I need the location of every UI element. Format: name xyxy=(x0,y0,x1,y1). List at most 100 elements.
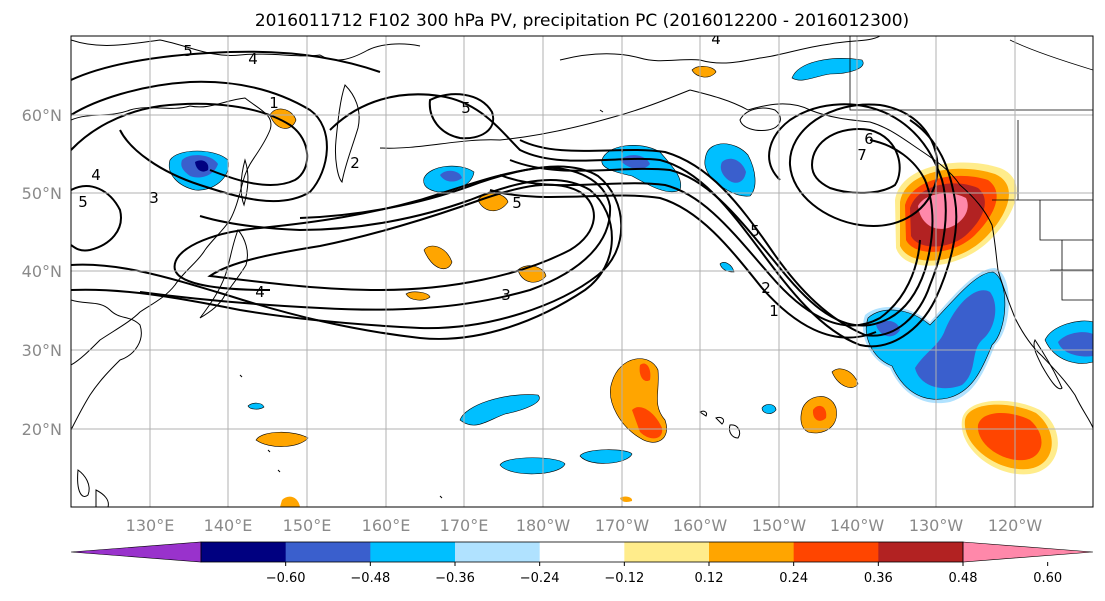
contour-label: 3 xyxy=(149,189,159,207)
colorbar-tick-label: −0.12 xyxy=(604,571,644,586)
lat-label: 50°N xyxy=(22,184,62,203)
precip-negative-region xyxy=(247,402,265,410)
gridlines xyxy=(71,36,1093,507)
contour-label: 5 xyxy=(750,222,760,240)
colorbar-extend-low xyxy=(70,541,202,563)
pv-contour xyxy=(71,50,381,81)
pv-contour xyxy=(509,139,934,327)
precip-negative-region xyxy=(440,170,462,182)
colorbar-tick-label: −0.36 xyxy=(435,571,475,586)
precip-positive-region xyxy=(977,413,1042,461)
lat-label: 60°N xyxy=(22,106,62,125)
colorbar-bin xyxy=(455,542,541,562)
contour-label: 3 xyxy=(501,286,511,304)
precip-positive-region xyxy=(632,407,663,439)
contour-label: 4 xyxy=(255,283,265,301)
coastline xyxy=(240,158,249,207)
precip-negative-region xyxy=(915,290,996,389)
pv-contour xyxy=(71,102,309,187)
lon-label: 150°E xyxy=(283,516,332,535)
colorbar-tick-label: 0.24 xyxy=(779,571,808,586)
pv-contour xyxy=(71,185,122,252)
contour-labels: 5 4 4 5 5 6 7 5 3 4 5 4 2 1 2 3 1 xyxy=(78,30,874,320)
precip-negative-region xyxy=(499,457,566,475)
precip-positive-region xyxy=(280,496,300,507)
lat-label: 30°N xyxy=(22,341,62,360)
pv-contour xyxy=(499,174,921,327)
coastline xyxy=(699,410,741,439)
border-line xyxy=(1009,39,1093,71)
lon-label: 130°W xyxy=(909,516,964,535)
contour-label: 1 xyxy=(769,302,779,320)
colorbar-bin xyxy=(285,542,371,562)
coastline xyxy=(77,469,90,497)
contour-label: 5 xyxy=(183,42,193,60)
pv-contour xyxy=(519,103,947,337)
lat-label: 40°N xyxy=(22,262,62,281)
colorbar: −0.60 −0.48 −0.36 −0.24 −0.12 0.12 0.24 0.36 0.4… xyxy=(70,541,1094,586)
precip-positive-region xyxy=(423,245,453,270)
colorbar-tick-label: 0.60 xyxy=(1033,571,1062,586)
pv-contour xyxy=(810,128,901,194)
contour-label: 4 xyxy=(91,166,101,184)
contour-label: 2 xyxy=(761,279,771,297)
contour-label: 5 xyxy=(512,194,522,212)
pv-contours xyxy=(71,50,958,348)
precip-positive-region xyxy=(639,363,651,382)
precip-positive-region xyxy=(255,431,309,447)
contour-label: 7 xyxy=(857,146,867,164)
coastline xyxy=(71,299,142,431)
border-line xyxy=(1017,120,1093,301)
precip-negative-region xyxy=(876,320,900,337)
contour-label: 6 xyxy=(864,130,874,148)
coastline xyxy=(199,229,248,319)
lon-label: 160°W xyxy=(673,516,728,535)
contour-label: 4 xyxy=(248,50,258,68)
contour-label: 1 xyxy=(269,94,279,112)
lon-label: 140°E xyxy=(204,516,253,535)
colorbar-bin xyxy=(539,542,625,562)
coastline xyxy=(71,249,206,366)
contour-label: 2 xyxy=(350,154,360,172)
coastline xyxy=(95,489,109,507)
lon-label: 180°W xyxy=(516,516,571,535)
pv-contour xyxy=(489,189,877,339)
precip-negative-region xyxy=(195,160,209,172)
colorbar-bin xyxy=(793,542,879,562)
lon-label: 130°E xyxy=(126,516,175,535)
pv-contour xyxy=(428,93,495,140)
colorbar-tick-label: 0.36 xyxy=(864,571,893,586)
precip-negative-region xyxy=(791,58,864,81)
precip-positive-region xyxy=(405,291,431,301)
colorbar-bin xyxy=(624,542,710,562)
lon-label: 140°W xyxy=(830,516,885,535)
precip-negative-region xyxy=(459,394,540,426)
map-title: 2016011712 F102 300 hPa PV, precipitatio… xyxy=(255,11,909,31)
borders xyxy=(849,36,1093,301)
colorbar-bin xyxy=(878,542,964,562)
coastline xyxy=(559,36,881,64)
precip-negative-region xyxy=(719,262,735,273)
pv-contour xyxy=(71,80,328,203)
lon-label: 160°E xyxy=(362,516,411,535)
coastline xyxy=(71,39,421,61)
precip-positive-region xyxy=(620,496,633,502)
contour-label: 4 xyxy=(711,30,721,48)
coastline xyxy=(1033,339,1063,390)
coastline xyxy=(379,89,691,149)
pv-contour xyxy=(788,103,939,227)
coastline xyxy=(239,109,624,499)
precip-negative-region xyxy=(579,449,633,464)
pv-contour xyxy=(139,166,612,311)
precip-positive-region xyxy=(691,66,717,78)
precip-positive-region xyxy=(812,405,827,421)
colorbar-tick-label: 0.12 xyxy=(695,571,724,586)
colorbar-tick-label: −0.48 xyxy=(350,571,390,586)
longitude-labels: 130°E 140°E 150°E 160°E 170°E 180°W 170°… xyxy=(126,516,1043,535)
lat-label: 20°N xyxy=(22,420,62,439)
pv-contour xyxy=(329,93,958,348)
colorbar-bin xyxy=(709,542,795,562)
precip-positive-region xyxy=(831,368,859,388)
pv-contour xyxy=(71,179,613,340)
